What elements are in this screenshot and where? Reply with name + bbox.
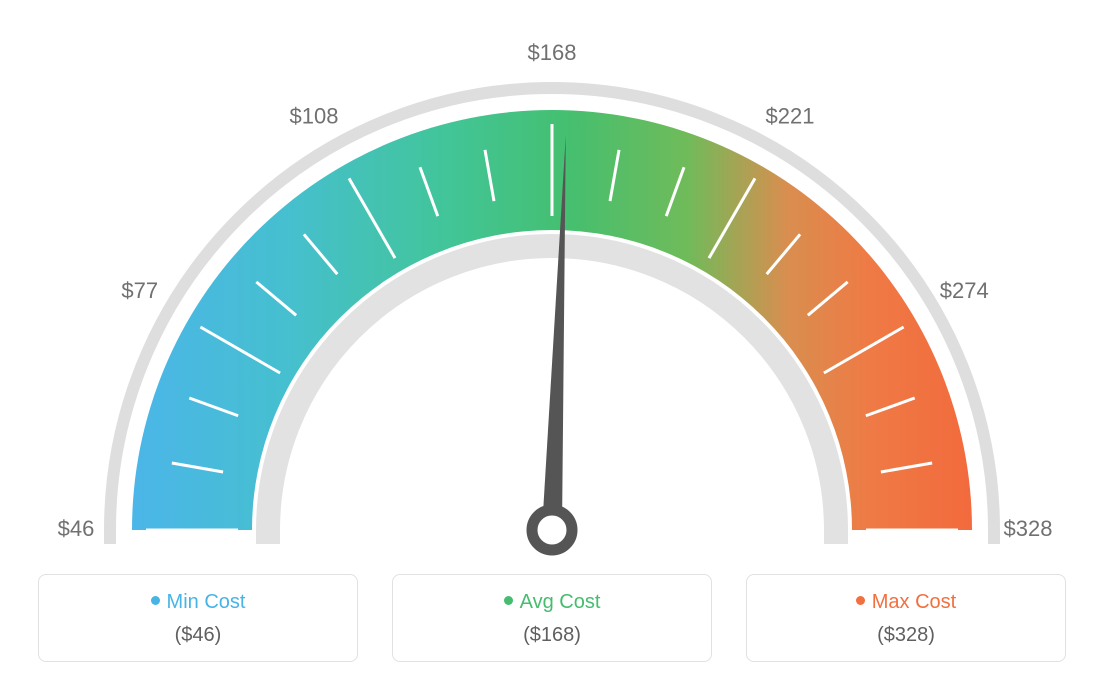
legend-value-avg: ($168) (403, 624, 701, 647)
legend-dot-max (856, 596, 865, 605)
legend-title-avg: Avg Cost (403, 591, 701, 614)
gauge-chart: $46 $77 $108 $168 $221 $274 $328 (42, 40, 1062, 580)
gauge-area: $46 $77 $108 $168 $221 $274 $328 (0, 0, 1104, 560)
legend-label-avg: Avg Cost (520, 591, 601, 613)
legend-value-min: ($46) (49, 624, 347, 647)
legend-value-max: ($328) (757, 624, 1055, 647)
legend-dot-avg (504, 596, 513, 605)
gauge-tick-label: $108 (290, 104, 339, 129)
legend-label-max: Max Cost (872, 591, 956, 613)
legend-card-min: Min Cost ($46) (38, 574, 358, 662)
legend-card-avg: Avg Cost ($168) (392, 574, 712, 662)
cost-gauge-container: $46 $77 $108 $168 $221 $274 $328 Min Cost ($46… (0, 0, 1104, 690)
legend-title-min: Min Cost (49, 591, 347, 614)
gauge-tick-label: $328 (1004, 516, 1053, 541)
legend-row: Min Cost ($46) Avg Cost ($168) Max Cost … (0, 574, 1104, 662)
gauge-tick-label: $46 (58, 516, 95, 541)
gauge-tick-label: $221 (766, 104, 815, 129)
gauge-tick-label: $274 (940, 278, 989, 303)
gauge-tick-label: $77 (121, 278, 158, 303)
legend-label-min: Min Cost (167, 591, 246, 613)
legend-title-max: Max Cost (757, 591, 1055, 614)
gauge-tick-label: $168 (528, 40, 577, 65)
legend-card-max: Max Cost ($328) (746, 574, 1066, 662)
legend-dot-min (151, 596, 160, 605)
